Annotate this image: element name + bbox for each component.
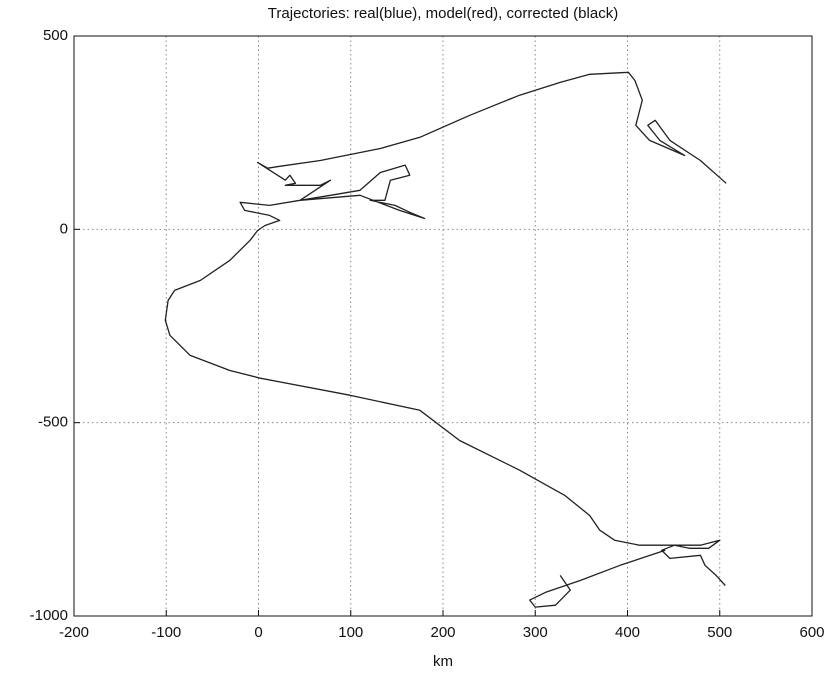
x-tick-label: 200 bbox=[430, 624, 455, 641]
plot-area bbox=[74, 36, 812, 616]
x-tick-label: -100 bbox=[151, 624, 181, 641]
y-tick-label: 0 bbox=[60, 220, 68, 237]
y-tick-label: 500 bbox=[43, 27, 68, 44]
chart-title: Trajectories: real(blue), model(red), co… bbox=[268, 5, 618, 22]
y-tick-label: -1000 bbox=[30, 607, 68, 624]
trajectory bbox=[164, 71, 727, 608]
x-tick-label: 400 bbox=[615, 624, 640, 641]
x-tick-label: 500 bbox=[707, 624, 732, 641]
x-tick-label: 0 bbox=[254, 624, 262, 641]
plot-frame bbox=[73, 35, 813, 617]
x-tick-label: 600 bbox=[799, 624, 824, 641]
y-tick-label: -500 bbox=[38, 414, 68, 431]
x-tick-label: -200 bbox=[59, 624, 89, 641]
x-axis-label: km bbox=[433, 653, 453, 670]
x-tick-label: 300 bbox=[523, 624, 548, 641]
x-tick-label: 100 bbox=[338, 624, 363, 641]
